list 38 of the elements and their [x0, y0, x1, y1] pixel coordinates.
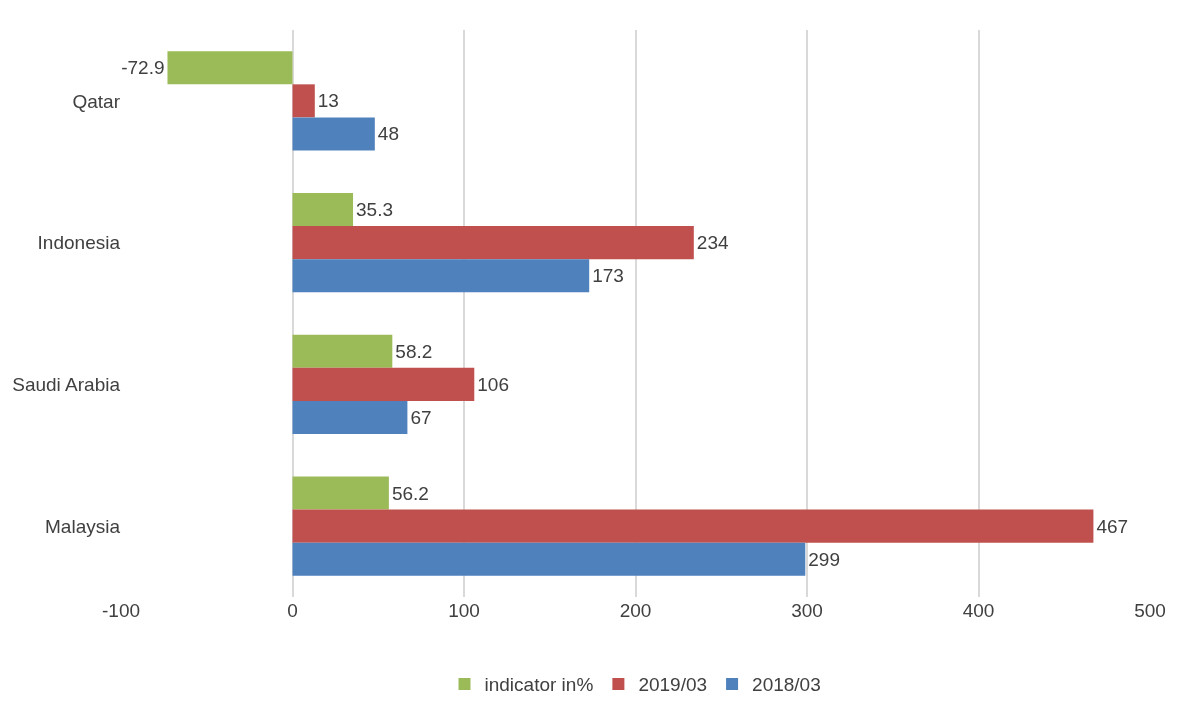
legend-label: 2019/03: [638, 674, 708, 696]
data-label: 106: [477, 373, 509, 395]
bar: [292, 117, 375, 151]
data-label: 467: [1096, 515, 1129, 537]
x-tick-label: 500: [1134, 600, 1166, 621]
bar: [292, 334, 393, 368]
x-tick-label: 300: [791, 600, 823, 621]
bar: [292, 226, 694, 260]
x-tick-label: 200: [619, 600, 652, 621]
data-label: 13: [317, 90, 339, 112]
data-label: 299: [808, 548, 840, 570]
bar: [292, 509, 1094, 543]
data-label: 67: [410, 406, 432, 428]
y-tick-label: Qatar: [72, 90, 121, 112]
data-label: 58.2: [395, 340, 433, 362]
bar: [292, 259, 590, 293]
bar: [292, 542, 806, 576]
data-label: 173: [592, 265, 624, 287]
y-tick-label: Saudi Arabia: [12, 374, 121, 396]
bar: [292, 476, 389, 510]
y-tick-label: Indonesia: [37, 232, 121, 254]
legend-label: indicator in%: [484, 674, 594, 696]
y-tick-label: Malaysia: [45, 515, 121, 537]
x-tick-label: 100: [448, 600, 480, 621]
x-tick-label: 0: [287, 600, 298, 621]
bar: [292, 84, 315, 118]
data-label: -72.9: [121, 57, 165, 79]
data-label: 48: [377, 123, 399, 145]
bar: [167, 51, 293, 85]
data-label: 234: [696, 232, 729, 254]
data-label: 56.2: [391, 482, 429, 504]
x-tick-label: -100: [101, 600, 141, 621]
data-label: 35.3: [356, 199, 394, 221]
legend-label: 2018/03: [752, 674, 821, 696]
bar: [292, 367, 475, 401]
bar: [292, 400, 408, 434]
x-tick-label: 400: [962, 600, 995, 621]
bar: [292, 193, 354, 227]
